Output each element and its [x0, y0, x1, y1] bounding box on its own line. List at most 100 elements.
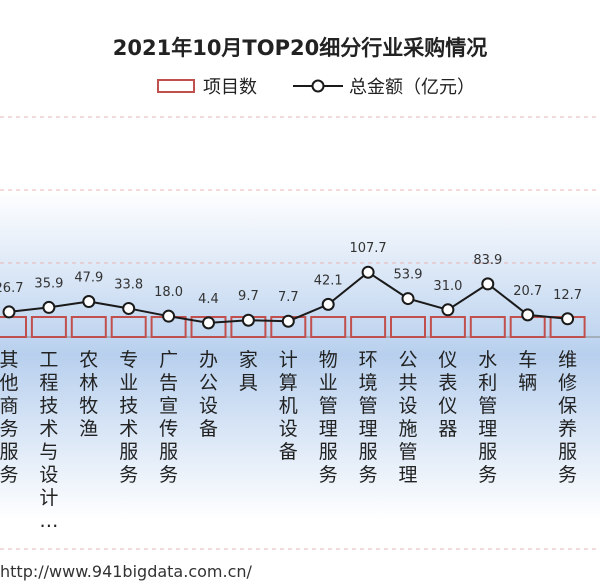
category-label: 服: [359, 441, 378, 463]
category-label: 管: [398, 441, 417, 463]
category-label: 公: [199, 372, 218, 394]
category-label: 具: [239, 372, 258, 394]
line-point: [82, 295, 96, 309]
category-label: 业: [319, 372, 338, 394]
category-label: 公: [398, 349, 417, 371]
data-label: 4.4: [198, 292, 219, 307]
category-label: 车: [518, 349, 537, 371]
line-point: [401, 292, 415, 306]
category-label: 农: [79, 349, 98, 371]
data-label: 35.9: [34, 276, 63, 291]
legend-item-bar: 项目数: [157, 72, 257, 100]
line-point: [122, 301, 136, 315]
category-label: 仪: [438, 395, 457, 417]
data-label: 20.7: [513, 284, 542, 299]
category-label: 专: [119, 349, 138, 371]
category-label: 水: [478, 349, 497, 371]
category-label: 家: [239, 349, 258, 371]
category-label: 表: [438, 372, 457, 394]
bar: [30, 316, 67, 338]
data-label: 83.9: [473, 253, 502, 268]
bar: [350, 316, 387, 338]
category-label: …: [39, 510, 58, 532]
category-label: 务: [0, 464, 19, 486]
category-label: 务: [319, 464, 338, 486]
bar: [110, 316, 147, 338]
data-label: 9.7: [238, 289, 259, 304]
category-label: 理: [398, 464, 417, 486]
category-label: 机: [279, 395, 298, 417]
category-label: 设: [398, 395, 417, 417]
category-label: 辆: [518, 372, 537, 394]
data-label: 47.9: [74, 271, 103, 286]
line-point: [321, 297, 335, 311]
legend-item-line: 总金额（亿元）: [293, 72, 475, 100]
legend-line-swatch: [293, 79, 343, 93]
category-label: 术: [39, 418, 58, 440]
category-label: 传: [159, 418, 178, 440]
category-label: 共: [398, 372, 417, 394]
legend-bar-swatch: [157, 79, 195, 93]
category-label: 利: [478, 372, 497, 394]
category-label: 理: [478, 418, 497, 440]
data-label: 7.7: [278, 290, 299, 305]
category-label: 务: [159, 464, 178, 486]
category-label: 技: [119, 395, 138, 417]
data-label: 31.0: [433, 279, 462, 294]
category-label: 务: [359, 464, 378, 486]
bar: [429, 316, 466, 338]
category-label: 程: [39, 372, 58, 394]
category-label: 设: [39, 464, 58, 486]
category-label: 术: [119, 418, 138, 440]
category-label: 管: [359, 395, 378, 417]
category-label: 业: [119, 372, 138, 394]
data-label: 107.7: [349, 241, 386, 256]
line-point: [162, 309, 176, 323]
category-label: 设: [199, 395, 218, 417]
category-label: 仪: [438, 349, 457, 371]
category-label: 养: [558, 418, 577, 440]
category-label: 保: [558, 395, 577, 417]
category-label: 务: [119, 464, 138, 486]
category-label: 施: [398, 418, 417, 440]
plot-band: [0, 190, 600, 520]
category-label: 服: [478, 441, 497, 463]
category-label: 服: [0, 441, 19, 463]
category-label: 理: [319, 418, 338, 440]
category-label: 牧: [79, 395, 98, 417]
category-label: 务: [0, 418, 19, 440]
bar: [70, 316, 107, 338]
data-label: 18.0: [154, 285, 183, 300]
category-label: 宣: [159, 395, 178, 417]
category-label: 器: [438, 418, 457, 440]
category-label: 他: [0, 372, 19, 394]
line-point: [481, 277, 495, 291]
line-point: [42, 300, 56, 314]
category-label: 广: [159, 349, 178, 371]
data-label: 12.7: [553, 288, 582, 303]
category-label: 环: [359, 349, 378, 371]
data-label: 53.9: [394, 268, 423, 283]
category-label: 工: [39, 349, 58, 371]
line-point: [202, 316, 215, 330]
category-label: 备: [199, 418, 218, 440]
line-point: [521, 308, 535, 322]
line-point: [281, 314, 295, 328]
source-link[interactable]: http://www.941bigdata.com.cn/: [0, 562, 252, 581]
bar: [310, 316, 347, 338]
category-label: 告: [159, 372, 178, 394]
data-label: 42.1: [314, 273, 343, 288]
category-label: 备: [279, 441, 298, 463]
line-point: [441, 303, 455, 317]
line-point: [361, 265, 375, 279]
category-label: 服: [119, 441, 138, 463]
category-label: 办: [199, 349, 218, 371]
category-label: 务: [478, 464, 497, 486]
category-label: 商: [0, 395, 19, 417]
category-label: 管: [319, 395, 338, 417]
category-label: 林: [79, 372, 98, 394]
category-label: 服: [558, 441, 577, 463]
category-label: 渔: [79, 418, 98, 440]
legend: 项目数 总金额（亿元）: [0, 72, 600, 100]
